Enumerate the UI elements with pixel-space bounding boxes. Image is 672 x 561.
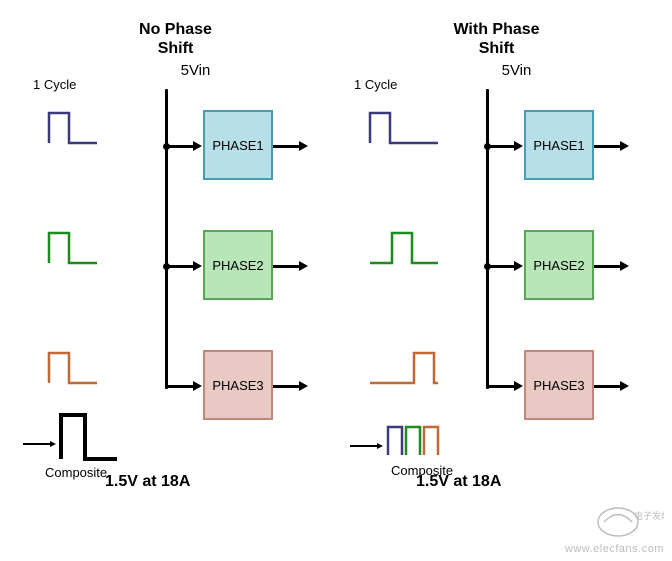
watermark-logo: 电子发烧友 (594, 505, 664, 539)
right-pulse-2 (366, 225, 456, 267)
left-composite-arrow (23, 443, 51, 445)
right-bus (486, 89, 489, 389)
left-diagram: 1 Cycle PHASE1 PHASE2 PHASE3 (15, 85, 336, 445)
phase2-box-left: PHASE2 (203, 230, 273, 300)
left-title-line2: Shift (158, 40, 194, 57)
right-title-line1: With Phase (453, 21, 539, 38)
watermark-url: www.elecfans.com (565, 543, 664, 555)
left-composite-pulse (55, 405, 145, 465)
phase2-label-right: PHASE2 (533, 258, 584, 273)
diagram-root: No Phase Shift 5Vin 1 Cycle PHASE1 PHASE… (0, 0, 672, 561)
right-arrow-out-2 (594, 265, 622, 268)
right-composite-arrow (350, 445, 378, 447)
right-arrow-in-2 (488, 265, 516, 268)
right-title: With Phase Shift (336, 20, 657, 58)
left-title: No Phase Shift (15, 20, 336, 58)
phase1-label-left: PHASE1 (212, 138, 263, 153)
left-title-line1: No Phase (139, 21, 212, 38)
left-arrow-out-2 (273, 265, 301, 268)
right-pulse-1 (366, 105, 456, 147)
right-bottom-text: 1.5V at 18A (416, 473, 501, 491)
left-arrow-out-1 (273, 145, 301, 148)
phase2-label-left: PHASE2 (212, 258, 263, 273)
left-arrow-in-1 (167, 145, 195, 148)
phase1-box-left: PHASE1 (203, 110, 273, 180)
right-arrow-in-1 (488, 145, 516, 148)
phase1-box-right: PHASE1 (524, 110, 594, 180)
left-pulse-2 (45, 225, 115, 267)
phase1-label-right: PHASE1 (533, 138, 584, 153)
left-composite-label: Composite (45, 465, 107, 480)
left-arrow-in-2 (167, 265, 195, 268)
left-arrow-in-3 (167, 385, 195, 388)
left-bottom-text: 1.5V at 18A (105, 473, 190, 491)
right-cycle-label: 1 Cycle (354, 77, 397, 92)
phase3-box-right: PHASE3 (524, 350, 594, 420)
right-composite-pulses (384, 419, 464, 461)
right-arrow-out-1 (594, 145, 622, 148)
phase3-label-right: PHASE3 (533, 378, 584, 393)
left-pulse-3 (45, 345, 115, 387)
watermark-label: 电子发烧友 (634, 510, 664, 521)
right-arrow-in-3 (488, 385, 516, 388)
left-cycle-label: 1 Cycle (33, 77, 76, 92)
panel-no-phase-shift: No Phase Shift 5Vin 1 Cycle PHASE1 PHASE… (15, 20, 336, 521)
right-diagram: 1 Cycle PHASE1 PHASE2 PHASE3 (336, 85, 657, 445)
panel-with-phase-shift: With Phase Shift 5Vin 1 Cycle PHASE1 PHA… (336, 20, 657, 521)
phase2-box-right: PHASE2 (524, 230, 594, 300)
left-bus (165, 89, 168, 389)
phase3-box-left: PHASE3 (203, 350, 273, 420)
phase3-label-left: PHASE3 (212, 378, 263, 393)
left-arrow-out-3 (273, 385, 301, 388)
left-pulse-1 (45, 105, 115, 147)
right-title-line2: Shift (479, 40, 515, 57)
right-pulse-3 (366, 345, 456, 387)
right-arrow-out-3 (594, 385, 622, 388)
